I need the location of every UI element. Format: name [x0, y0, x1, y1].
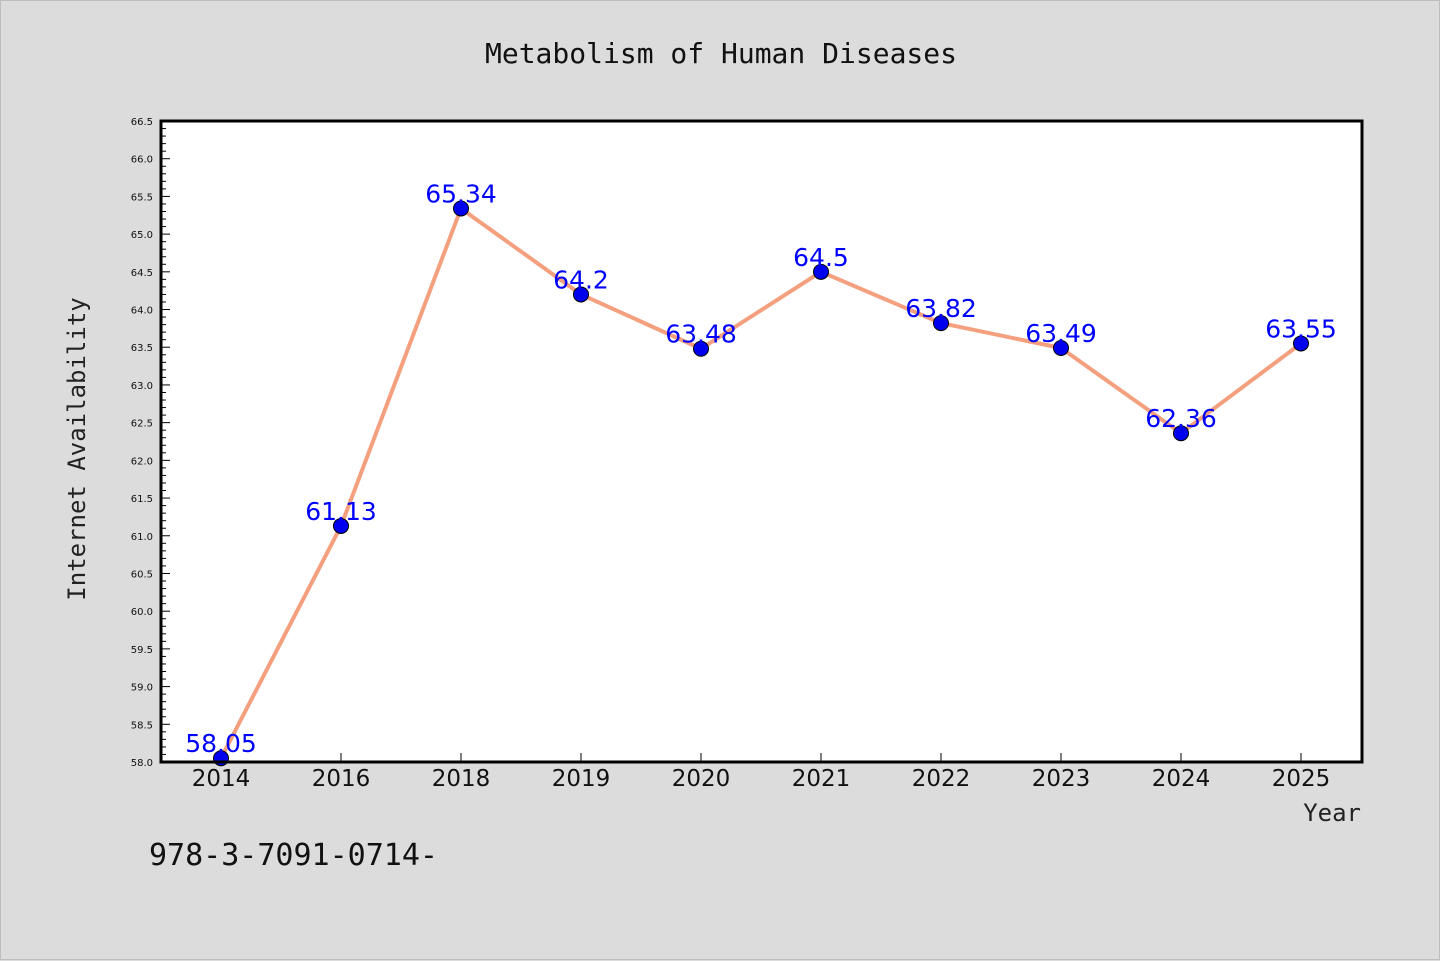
x-axis-label: Year — [1303, 799, 1361, 827]
y-tick-label: 64.5 — [131, 268, 153, 279]
data-label: 61.13 — [305, 497, 377, 526]
data-label: 62.36 — [1145, 404, 1217, 433]
x-tick-label: 2020 — [672, 766, 731, 792]
x-tick-label: 2018 — [432, 766, 491, 792]
x-tick-label: 2023 — [1032, 766, 1091, 792]
data-point — [1173, 425, 1189, 442]
data-label: 65.34 — [425, 179, 497, 208]
x-tick-label: 2024 — [1152, 766, 1211, 792]
y-tick-label: 59.0 — [131, 683, 153, 694]
data-label: 58.05 — [185, 729, 257, 758]
y-tick-label: 59.5 — [131, 645, 153, 656]
y-tick-label: 63.0 — [131, 381, 153, 392]
plot-frame — [159, 119, 1364, 764]
chart-title: Metabolism of Human Diseases — [485, 37, 957, 70]
data-point — [813, 263, 829, 280]
data-point — [933, 315, 949, 332]
x-tick-label: 2022 — [912, 766, 971, 792]
y-tick-label: 64.0 — [131, 306, 153, 317]
y-tick-label: 66.0 — [131, 155, 153, 166]
data-point — [333, 517, 349, 534]
x-tick-label: 2014 — [192, 766, 251, 792]
y-tick-label: 60.5 — [131, 569, 153, 580]
y-tick-label: 62.0 — [131, 456, 153, 467]
x-axis: 2014 2016 2018 2019 2020 2021 2022 2023 2024 2025 — [192, 753, 1331, 792]
data-point — [1053, 339, 1069, 356]
data-point — [573, 286, 589, 303]
y-tick-label: 58.0 — [131, 758, 153, 769]
data-label: 63.48 — [665, 320, 737, 349]
series-layer: 58.05 61.13 65.34 64.2 63.48 64.5 63.82 63.49 62… — [185, 179, 1337, 767]
data-label: 63.55 — [1265, 314, 1337, 343]
plot-area — [161, 121, 1362, 762]
data-label: 63.82 — [905, 294, 977, 323]
y-tick-label: 58.5 — [131, 720, 153, 731]
x-tick-label: 2025 — [1272, 766, 1331, 792]
y-tick-label: 60.0 — [131, 607, 153, 618]
x-tick-label: 2021 — [792, 766, 851, 792]
data-label: 63.49 — [1025, 319, 1097, 348]
series-line — [219, 206, 1303, 760]
data-point — [1293, 335, 1309, 352]
x-tick-label: 2019 — [552, 766, 611, 792]
data-label: 64.2 — [553, 265, 609, 294]
y-tick-label: 63.5 — [131, 343, 153, 354]
y-tick-label: 62.5 — [131, 419, 153, 430]
data-point — [693, 340, 709, 357]
y-tick-label: 66.5 — [131, 117, 153, 128]
y-tick-label: 61.5 — [131, 494, 153, 505]
y-axis-label: Internet Availability — [63, 297, 91, 600]
data-point — [453, 200, 469, 217]
x-tick-label: 2016 — [312, 766, 371, 792]
y-tick-label: 65.5 — [131, 192, 153, 203]
y-tick-label: 61.0 — [131, 532, 153, 543]
data-label: 64.5 — [793, 243, 849, 272]
footnote-text: 978-3-7091-0714- — [149, 838, 438, 873]
y-tick-label: 65.0 — [131, 230, 153, 241]
